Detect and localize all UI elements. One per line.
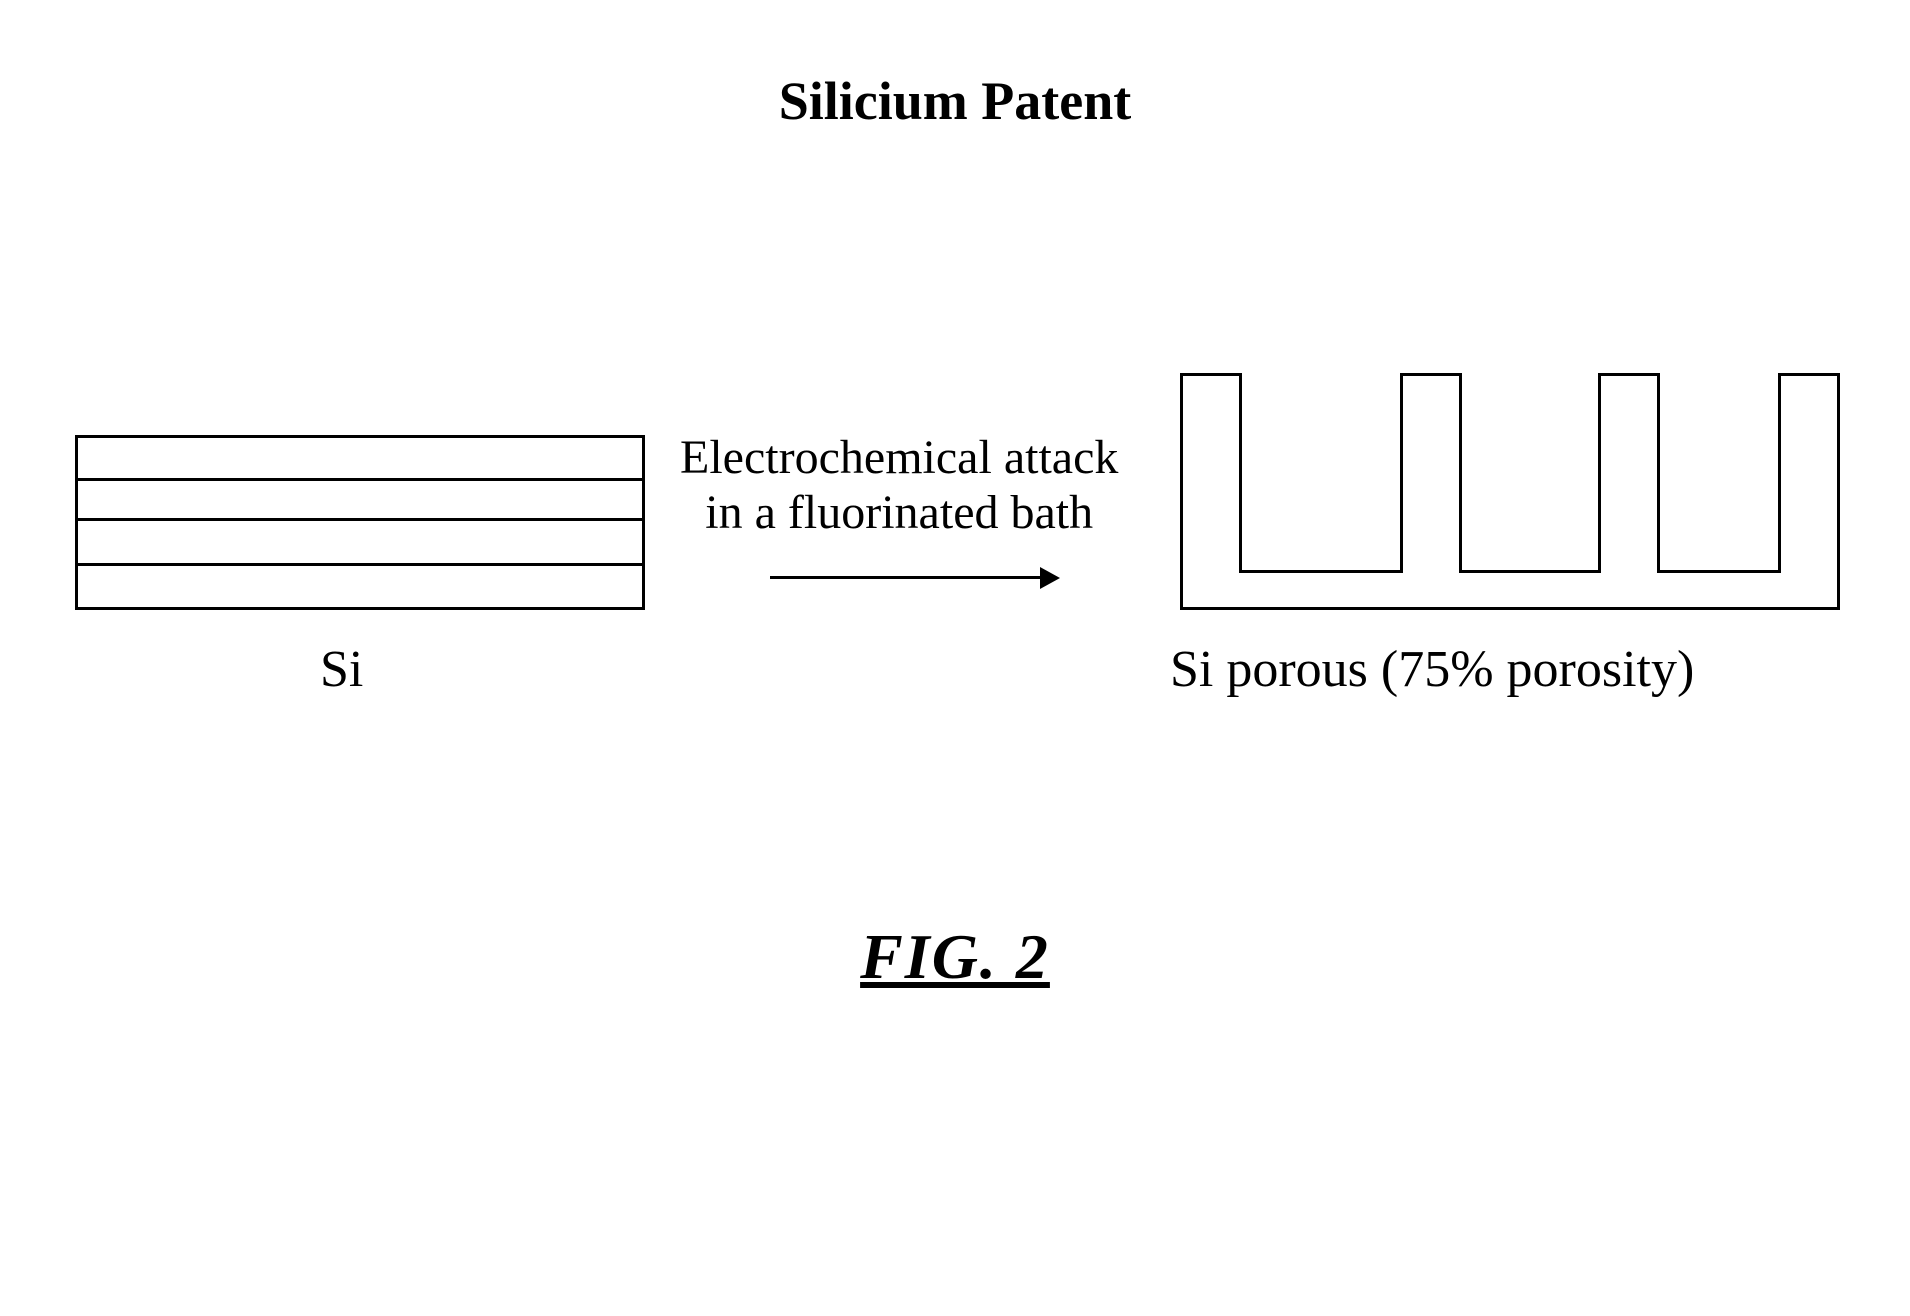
process-line1: Electrochemical attack: [680, 431, 1118, 484]
figure-label-text: FIG. 2: [860, 921, 1050, 992]
porous-base: [1180, 570, 1840, 610]
process-text: Electrochemical attack in a fluorinated …: [680, 430, 1118, 540]
page-title: Silicium Patent: [779, 70, 1131, 132]
si-layer-line: [78, 563, 642, 566]
si-solid-block: [75, 435, 645, 610]
si-porous-label: Si porous (75% porosity): [1170, 640, 1694, 699]
process-arrow: [770, 563, 1060, 593]
porous-pillar: [1400, 373, 1462, 573]
arrow-shaft: [770, 576, 1045, 579]
arrow-head-icon: [1040, 567, 1060, 589]
si-layer-line: [78, 518, 642, 521]
porous-pillar: [1180, 373, 1242, 573]
si-porous-block: [1180, 370, 1840, 610]
process-line2: in a fluorinated bath: [705, 486, 1093, 539]
porous-pillar: [1598, 373, 1660, 573]
figure-label: FIG. 2: [860, 920, 1050, 994]
porous-pillar: [1778, 373, 1840, 573]
si-solid-label: Si: [320, 640, 363, 699]
diagram: Si Electrochemical attack in a fluorinat…: [0, 340, 1910, 740]
si-layer-line: [78, 478, 642, 481]
